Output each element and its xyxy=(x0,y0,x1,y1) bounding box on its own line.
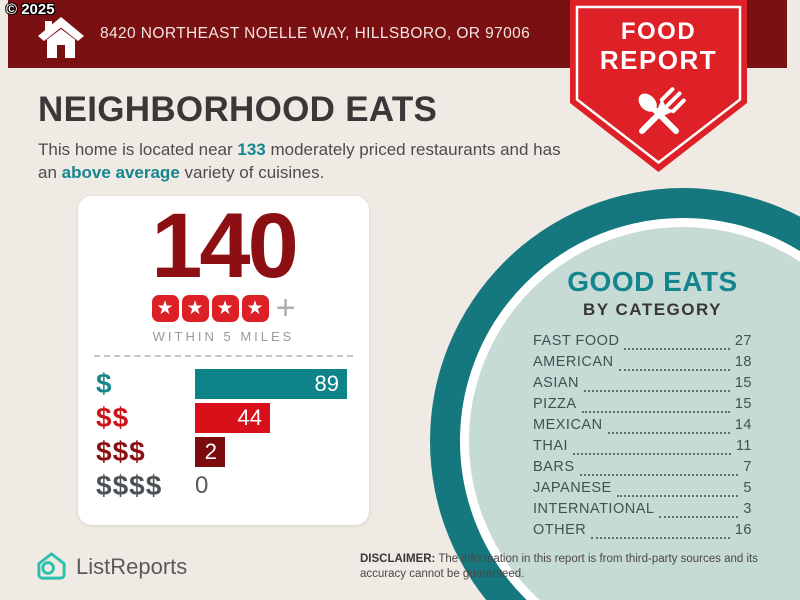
radius-caption: WITHIN 5 MILES xyxy=(152,329,295,344)
category-row: BARS 7 xyxy=(533,459,752,480)
category-row: PIZZA 15 xyxy=(533,396,752,417)
category-label: BARS xyxy=(533,459,575,475)
price-tier-label: $$$ xyxy=(96,436,146,467)
star-icon: ★ xyxy=(241,294,269,322)
restaurant-total: 140 xyxy=(151,195,299,297)
page-title: NEIGHBORHOOD EATS xyxy=(38,90,438,129)
good-eats-header: GOOD EATS BY CATEGORY xyxy=(540,266,765,320)
property-address: 8420 NORTHEAST NOELLE WAY, HILLSBORO, OR… xyxy=(100,25,531,42)
category-value: 15 xyxy=(734,375,752,391)
disclaimer: DISCLAIMER: The information in this repo… xyxy=(360,552,778,582)
category-value: 3 xyxy=(743,501,752,517)
category-label: PIZZA xyxy=(533,396,577,412)
dotted-leader xyxy=(659,516,739,518)
category-label: OTHER xyxy=(533,522,587,538)
dotted-leader xyxy=(607,432,730,434)
category-label: THAI xyxy=(533,438,569,454)
category-label: AMERICAN xyxy=(533,354,614,370)
subtitle-text: moderately priced restaurants and has an xyxy=(38,140,561,182)
price-tier-bar: 89 xyxy=(195,369,347,399)
category-value: 16 xyxy=(734,522,752,538)
category-label: ASIAN xyxy=(533,375,580,391)
price-tier-label: $$$$ xyxy=(96,470,163,501)
dotted-leader xyxy=(573,453,731,455)
food-report-badge: FOOD REPORT xyxy=(570,0,747,172)
category-row: OTHER 16 xyxy=(533,522,752,543)
disclaimer-text: The information in this report is from t… xyxy=(360,553,758,581)
category-label: JAPANESE xyxy=(533,480,612,496)
category-value: 7 xyxy=(743,459,752,475)
copyright-notice: © 2025 xyxy=(6,1,55,18)
star-icon: ★ xyxy=(181,294,209,322)
price-tier-value: 0 xyxy=(195,472,209,499)
home-icon xyxy=(38,17,84,58)
listreports-logo: ListReports xyxy=(36,551,187,582)
brand-name: ListReports xyxy=(76,553,188,579)
category-value: 27 xyxy=(734,333,752,349)
price-tier-chart: $89 $$ 44 $$$ 2 $$$$ 0 xyxy=(78,368,369,501)
good-eats-subtitle: BY CATEGORY xyxy=(583,300,722,319)
price-tier-bar: 44 xyxy=(195,403,270,433)
category-row: INTERNATIONAL 3 xyxy=(533,501,752,522)
badge-line2: REPORT xyxy=(599,45,718,75)
restaurant-count-highlight: 133 xyxy=(237,140,266,159)
badge-line1: FOOD xyxy=(620,18,697,45)
subtitle-text: This home is located near xyxy=(38,140,238,159)
price-tier-row: $$ 44 xyxy=(96,402,369,433)
price-tier-row: $89 xyxy=(96,368,369,399)
category-row: MEXICAN 14 xyxy=(533,417,752,438)
price-tier-row: $$$$ 0 xyxy=(96,470,369,501)
listreports-house-icon xyxy=(37,552,66,580)
category-row: FAST FOOD 27 xyxy=(533,333,752,354)
category-value: 15 xyxy=(734,396,752,412)
category-label: MEXICAN xyxy=(533,417,603,433)
category-list: FAST FOOD 27 AMERICAN 18 ASIAN 15 PIZZA 15 MEXIC… xyxy=(533,333,752,543)
dotted-leader xyxy=(581,411,730,413)
category-value: 5 xyxy=(743,480,752,496)
variety-highlight: above average xyxy=(61,162,180,182)
category-row: JAPANESE 5 xyxy=(533,480,752,501)
dotted-leader xyxy=(616,495,739,497)
star-rating: ★ ★ ★ ★ + xyxy=(78,289,369,327)
ribbon-shape xyxy=(570,0,747,172)
disclaimer-label: DISCLAIMER: xyxy=(360,553,436,565)
dotted-leader xyxy=(579,474,739,476)
plus-sign: + xyxy=(275,289,296,327)
subtitle: This home is located near 133 moderately… xyxy=(38,139,583,185)
category-row: THAI 11 xyxy=(533,438,752,459)
dashed-divider xyxy=(94,355,353,357)
category-value: 14 xyxy=(734,417,752,433)
category-value: 11 xyxy=(735,438,752,454)
dotted-leader xyxy=(591,537,730,539)
dotted-leader xyxy=(624,348,730,350)
star-icon: ★ xyxy=(211,294,239,322)
spoon-fork-icon xyxy=(638,87,686,134)
price-tier-label: $$ xyxy=(96,402,130,433)
dotted-leader xyxy=(618,369,730,371)
category-row: ASIAN 15 xyxy=(533,375,752,396)
good-eats-title: GOOD EATS xyxy=(567,266,738,297)
restaurant-count-card: 140 ★ ★ ★ ★ + WITHIN 5 MILES $89 $$ 44 $$$ 2 $$$… xyxy=(78,196,369,525)
category-row: AMERICAN 18 xyxy=(533,354,752,375)
category-label: FAST FOOD xyxy=(533,333,620,349)
badge-title: FOOD REPORT xyxy=(570,18,747,74)
price-tier-bar: 2 xyxy=(195,437,225,467)
star-icons: ★ ★ ★ ★ xyxy=(151,294,269,322)
price-tier-label: $ xyxy=(96,368,113,399)
subtitle-text: variety of cuisines. xyxy=(179,162,325,182)
dotted-leader xyxy=(584,390,730,392)
category-label: INTERNATIONAL xyxy=(533,501,655,517)
price-tier-row: $$$ 2 xyxy=(96,436,369,467)
star-icon: ★ xyxy=(151,294,179,322)
category-value: 18 xyxy=(734,354,752,370)
